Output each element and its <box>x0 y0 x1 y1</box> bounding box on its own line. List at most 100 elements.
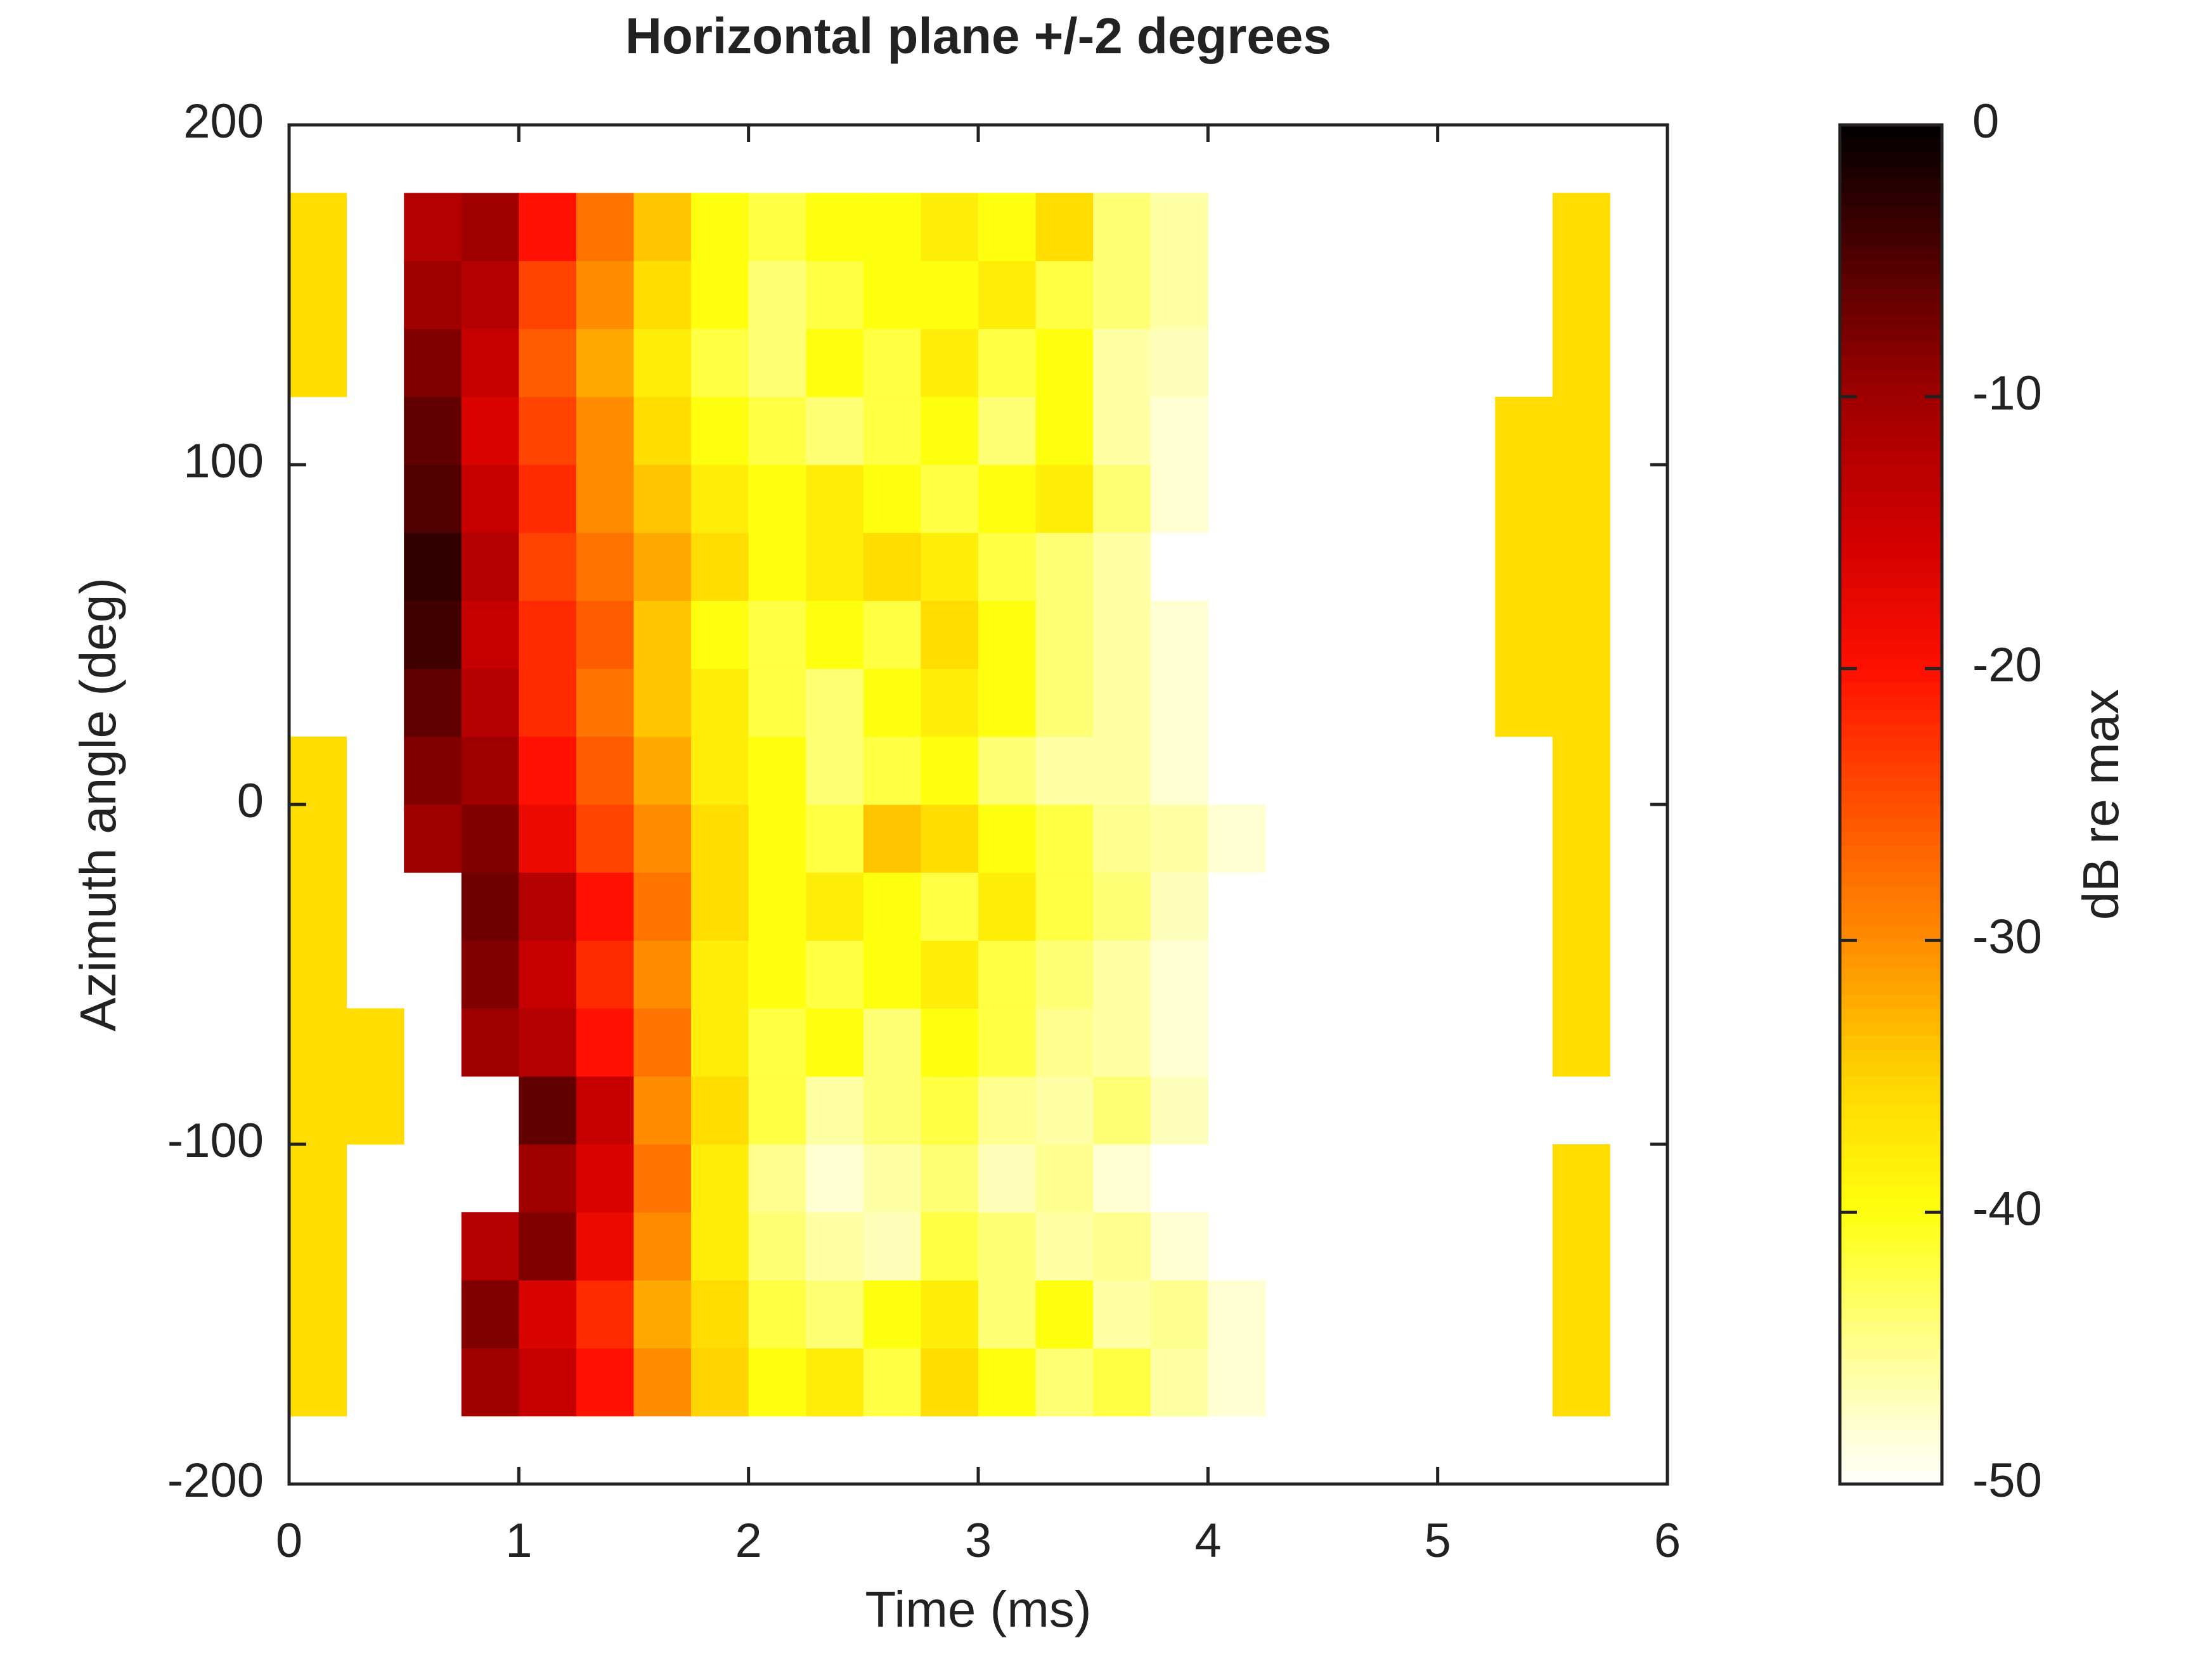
heatmap-cell <box>519 736 577 805</box>
colorbar-swatch <box>1840 900 1942 914</box>
colorbar-swatch <box>1840 1239 1942 1254</box>
heatmap-cell <box>1208 1348 1266 1417</box>
colorbar-swatch <box>1840 723 1942 737</box>
colorbar-swatch <box>1840 709 1942 723</box>
colorbar-swatch <box>1840 261 1942 275</box>
heatmap-cell <box>461 872 519 941</box>
colorbar-swatch <box>1840 573 1942 588</box>
heatmap-cell <box>576 261 634 330</box>
colorbar-swatch <box>1840 1362 1942 1376</box>
heatmap-cell <box>519 668 577 737</box>
colorbar-swatch <box>1840 423 1942 438</box>
heatmap-cell <box>404 193 462 261</box>
heatmap-cell <box>748 940 806 1009</box>
heatmap-cell <box>1150 1076 1208 1145</box>
colorbar-swatch <box>1840 383 1942 397</box>
heatmap-cell <box>978 736 1037 805</box>
heatmap-cell <box>978 1008 1037 1077</box>
heatmap-cell <box>863 396 921 465</box>
heatmap-cell <box>1093 940 1151 1009</box>
heatmap-cell <box>633 193 692 261</box>
y-tick-label: 0 <box>237 774 264 828</box>
heatmap-cell <box>806 1348 864 1417</box>
heatmap-cell <box>1150 1008 1208 1077</box>
heatmap-cell <box>461 193 519 261</box>
colorbar-swatch <box>1840 152 1942 166</box>
heatmap-cell <box>633 533 692 601</box>
heatmap-cell <box>978 600 1037 669</box>
colorbar-swatch <box>1840 1375 1942 1390</box>
colorbar-swatch <box>1840 641 1942 655</box>
heatmap-cell <box>921 1348 979 1417</box>
colorbar-swatch <box>1840 1076 1942 1090</box>
heatmap-cell <box>1035 1008 1094 1077</box>
colorbar-swatch <box>1840 913 1942 927</box>
heatmap-cell <box>978 261 1037 330</box>
heatmap-cell <box>633 940 692 1009</box>
heatmap-cell <box>806 261 864 330</box>
colorbar-swatch <box>1840 369 1942 384</box>
heatmap-cell <box>1150 193 1208 261</box>
heatmap-cell <box>748 533 806 601</box>
heatmap-cell <box>863 533 921 601</box>
heatmap-cell <box>691 600 749 669</box>
heatmap-cell <box>1035 1280 1094 1349</box>
colorbar-tick-label: -20 <box>1972 638 2042 692</box>
colorbar-swatch <box>1840 818 1942 832</box>
heatmap-cell <box>1035 261 1094 330</box>
heatmap-cell <box>576 1076 634 1145</box>
colorbar-swatch <box>1840 519 1942 533</box>
heatmap-cell <box>921 1144 979 1213</box>
colorbar-swatch <box>1840 1280 1942 1294</box>
heatmap-cell <box>461 1280 519 1349</box>
colorbar-swatch <box>1840 437 1942 452</box>
colorbar-swatch <box>1840 356 1942 370</box>
colorbar-swatch <box>1840 655 1942 669</box>
colorbar-tick-label: 0 <box>1972 94 1999 148</box>
heatmap-cell <box>576 328 634 397</box>
heatmap-cell <box>1495 600 1553 669</box>
heatmap-cell <box>1552 328 1610 397</box>
heatmap-cell <box>289 1076 347 1145</box>
heatmap-cell <box>691 328 749 397</box>
colorbar-swatch <box>1840 940 1942 955</box>
colorbar-swatch <box>1840 451 1942 465</box>
heatmap-cell <box>1495 465 1553 533</box>
heatmap-cell <box>921 1212 979 1281</box>
heatmap-cell <box>1093 668 1151 737</box>
colorbar-swatch <box>1840 301 1942 316</box>
heatmap-cell <box>978 668 1037 737</box>
heatmap-cell <box>921 1280 979 1349</box>
heatmap-cell <box>1035 1212 1094 1281</box>
heatmap-cell <box>863 193 921 261</box>
heatmap-cell <box>1035 1076 1094 1145</box>
y-axis-label: Azimuth angle (deg) <box>70 578 126 1031</box>
heatmap-cell <box>519 1008 577 1077</box>
heatmap-cell <box>1093 533 1151 601</box>
heatmap-cell <box>1552 872 1610 941</box>
colorbar-swatch <box>1840 1307 1942 1322</box>
heatmap-cell <box>921 396 979 465</box>
heatmap-cell <box>921 465 979 533</box>
heatmap-cell <box>1035 193 1094 261</box>
colorbar-swatch <box>1840 1225 1942 1240</box>
heatmap-cell <box>806 1144 864 1213</box>
heatmap-cell <box>748 600 806 669</box>
heatmap-cell <box>748 193 806 261</box>
colorbar-swatch <box>1840 247 1942 261</box>
heatmap-cell <box>1035 940 1094 1009</box>
heatmap-cell <box>404 328 462 397</box>
heatmap-cell <box>633 872 692 941</box>
colorbar-tick-label: -50 <box>1972 1454 2042 1507</box>
heatmap-cell <box>576 1008 634 1077</box>
colorbar-swatch <box>1840 179 1942 193</box>
heatmap-cell <box>806 736 864 805</box>
heatmap-cell <box>863 1008 921 1077</box>
heatmap-cell <box>461 465 519 533</box>
heatmap-cell <box>921 1076 979 1145</box>
heatmap-cell <box>748 1348 806 1417</box>
heatmap-cell <box>1552 940 1610 1009</box>
heatmap-cell <box>863 465 921 533</box>
heatmap-cell <box>404 600 462 669</box>
heatmap-cell <box>921 736 979 805</box>
